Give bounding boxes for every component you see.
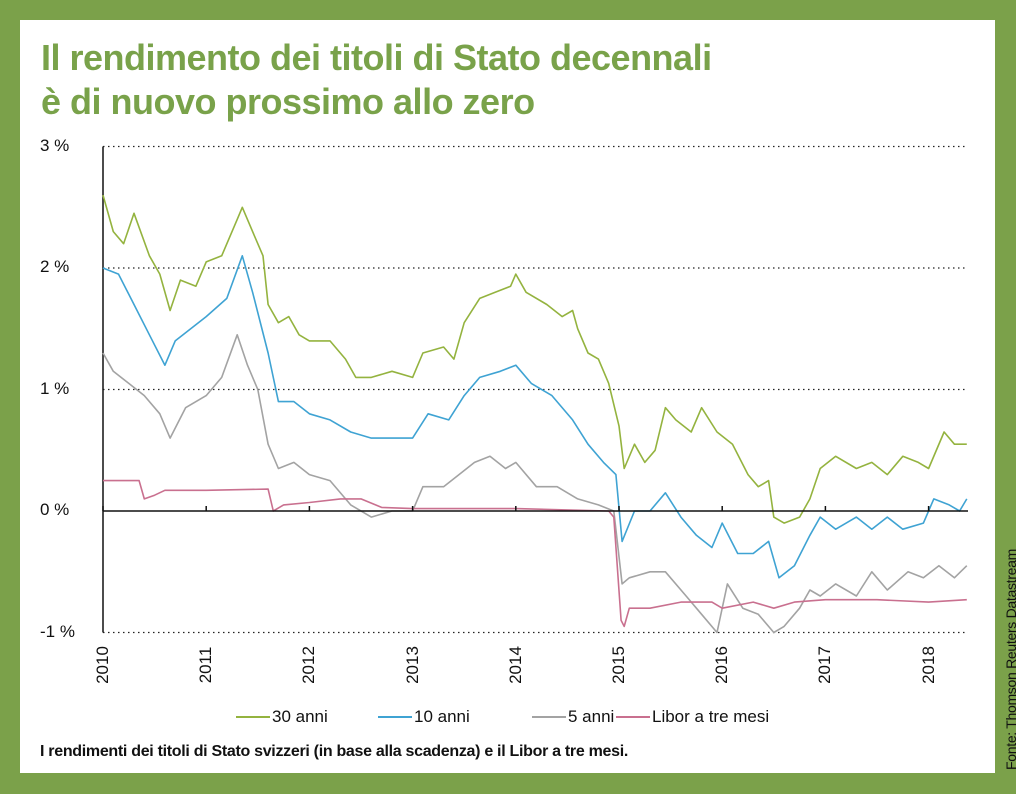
legend-item-5-anni: 5 anni xyxy=(532,707,614,727)
y-tick-label: 1 % xyxy=(40,379,70,398)
source-note: Fonte: Thomson Reuters Datastream xyxy=(1003,549,1016,770)
legend-label: 30 anni xyxy=(272,707,328,726)
y-tick-label: 3 % xyxy=(40,136,70,155)
y-tick-label: -1 % xyxy=(40,622,75,641)
series-line-3 xyxy=(103,479,967,628)
title-line-2: è di nuovo prossimo allo zero xyxy=(41,81,535,122)
legend-swatch xyxy=(532,716,566,718)
legend-label: Libor a tre mesi xyxy=(652,707,770,726)
legend-swatch xyxy=(378,716,412,718)
chart-panel xyxy=(20,20,995,773)
series-line-1 xyxy=(102,255,968,579)
legend-swatch xyxy=(616,716,650,718)
title-line-1: Il rendimento dei titoli di Stato decenn… xyxy=(41,37,712,78)
legend-item-libor: Libor a tre mesi xyxy=(616,707,769,727)
y-tick-label: 2 % xyxy=(40,257,70,276)
legend-swatch xyxy=(236,716,270,718)
legend-label: 10 anni xyxy=(414,707,470,726)
y-tick-label: 0 % xyxy=(40,500,70,519)
caption: I rendimenti dei titoli di Stato svizzer… xyxy=(40,743,628,760)
legend-item-10-anni: 10 anni xyxy=(378,707,470,727)
series-line-2 xyxy=(102,334,968,634)
series-line-0 xyxy=(102,194,967,524)
legend-item-30-anni: 30 anni xyxy=(236,707,328,727)
legend-label: 5 anni xyxy=(568,707,615,726)
